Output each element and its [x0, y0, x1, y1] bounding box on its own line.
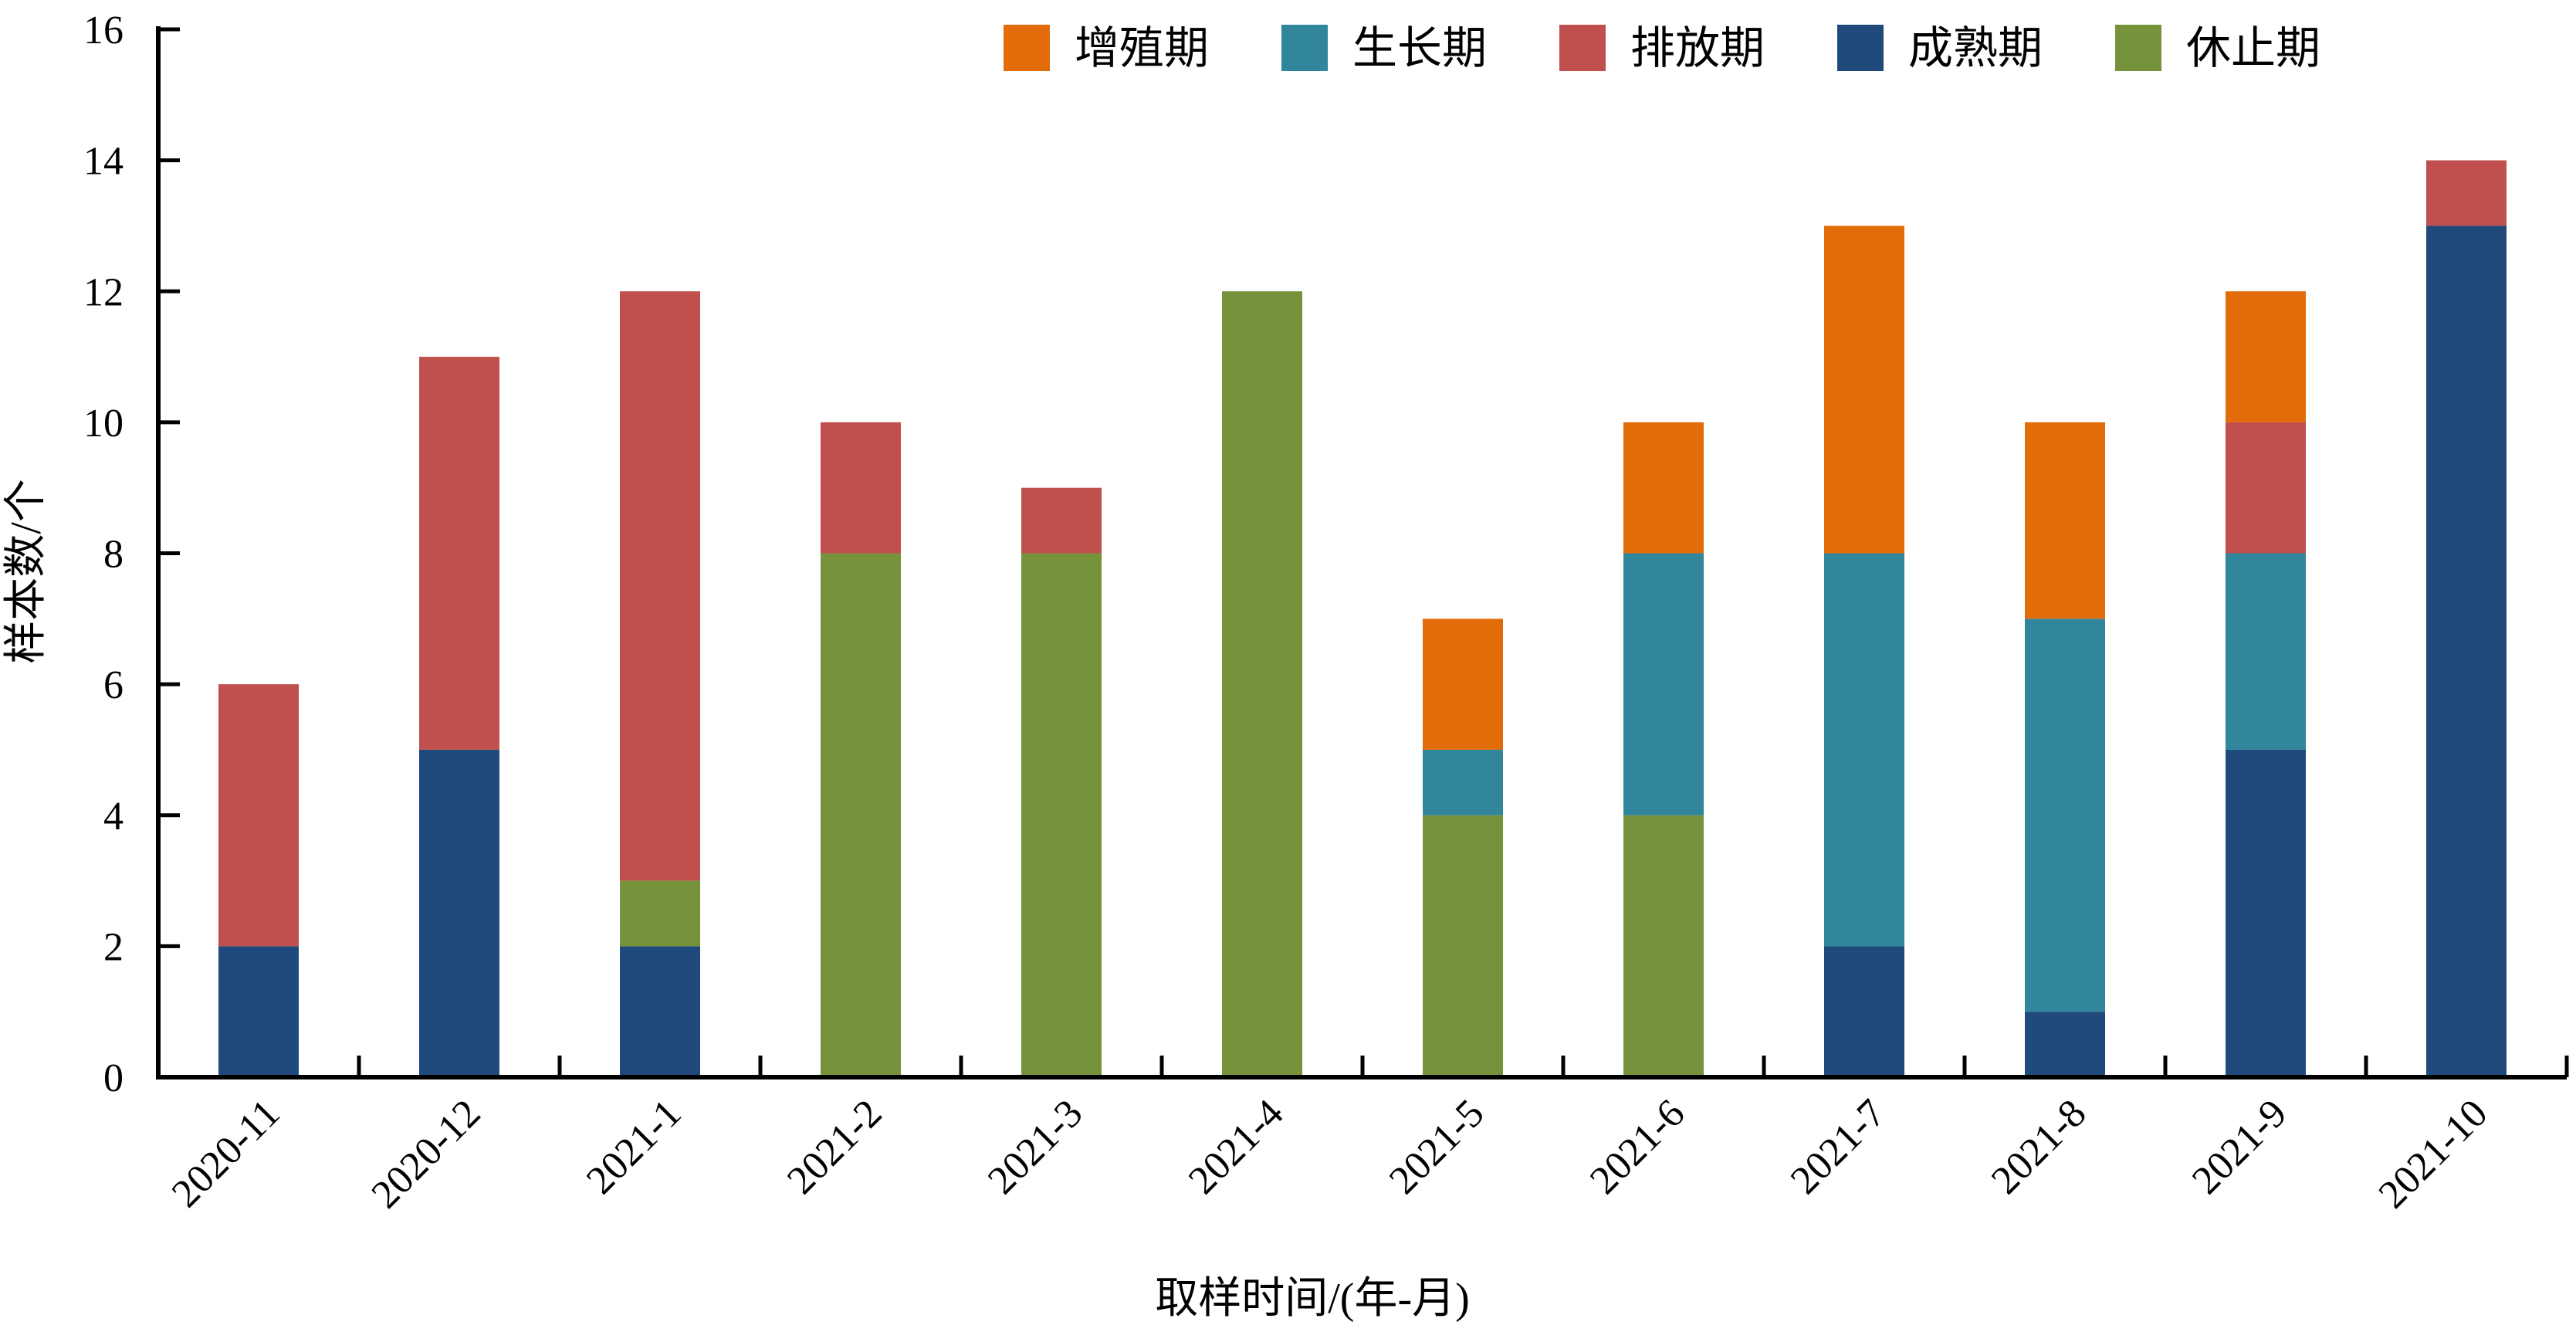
y-axis-title: 样本数/个 [2, 479, 50, 664]
bar-segment [1623, 815, 1704, 1077]
legend-swatch [1004, 25, 1050, 71]
x-tick-label: 2021-9 [2184, 1091, 2295, 1202]
bar-segment [620, 291, 700, 881]
bar-segment [1623, 553, 1704, 815]
x-tick-label: 2021-3 [980, 1091, 1091, 1202]
x-tick-label: 2021-2 [779, 1091, 890, 1202]
bar-segment [2025, 422, 2105, 619]
bar-segment [218, 684, 299, 947]
legend-label: 增殖期 [1075, 22, 1209, 74]
bar-segment [1824, 553, 1904, 947]
bar-segment [2226, 291, 2306, 422]
legend-swatch [2115, 25, 2161, 71]
bar-segment [2426, 225, 2507, 1077]
y-tick-label: 6 [103, 663, 124, 707]
legend-label: 成熟期 [1908, 22, 2043, 74]
bar-segment [419, 357, 499, 750]
bar-segment [1222, 291, 1302, 1077]
bars-group [218, 160, 2507, 1077]
bar-segment [1623, 422, 1704, 554]
legend-label: 休止期 [2186, 22, 2320, 74]
x-tick-label: 2021-5 [1381, 1091, 1492, 1202]
bar-segment [2025, 619, 2105, 1012]
legend: 增殖期 生长期 排放期 成熟期 休止期 [1004, 22, 2320, 74]
legend-swatch [1281, 25, 1328, 71]
x-tick-label: 2021-1 [578, 1091, 689, 1202]
x-axis-title: 取样时间/(年-月) [1155, 1275, 1470, 1323]
bar-segment [2025, 1012, 2105, 1077]
bar-segment [2426, 160, 2507, 226]
legend-swatch [1559, 25, 1606, 71]
bar-segment [1423, 749, 1503, 815]
bar-segment [2226, 422, 2306, 554]
x-tick-label: 2021-8 [1983, 1091, 2094, 1202]
bar-segment [620, 946, 700, 1077]
legend-label: 排放期 [1630, 22, 1765, 74]
bar-segment [1423, 815, 1503, 1077]
bar-segment [821, 422, 901, 554]
bar-segment [2226, 749, 2306, 1077]
y-tick-label: 4 [103, 795, 124, 839]
bar-segment [1824, 946, 1904, 1077]
bar-segment [1423, 619, 1503, 750]
bar-segment [218, 946, 299, 1077]
bar-segment [1021, 487, 1102, 554]
x-tick-label: 2020-12 [364, 1091, 489, 1217]
bar-segment [419, 749, 499, 1077]
bar-segment [2226, 553, 2306, 750]
y-tick-label: 8 [103, 533, 124, 577]
legend-label: 生长期 [1352, 22, 1487, 74]
y-tick-label: 14 [83, 140, 124, 184]
bar-segment [1824, 225, 1904, 554]
x-tick-label: 2021-10 [2371, 1091, 2496, 1217]
legend-swatch [1837, 25, 1884, 71]
x-tick-label: 2021-7 [1782, 1091, 1894, 1202]
y-tick-label: 10 [83, 402, 124, 446]
x-tick-label: 2021-4 [1180, 1091, 1291, 1202]
bar-segment [821, 553, 901, 1077]
bar-segment [620, 880, 700, 947]
x-tick-label: 2020-11 [164, 1091, 288, 1215]
bar-segment [1021, 553, 1102, 1077]
y-tick-label: 12 [83, 270, 124, 314]
y-tick-label: 2 [103, 925, 124, 969]
x-tick-label: 2021-6 [1582, 1091, 1693, 1202]
y-tick-label: 16 [83, 8, 124, 53]
y-tick-label: 0 [103, 1056, 124, 1100]
